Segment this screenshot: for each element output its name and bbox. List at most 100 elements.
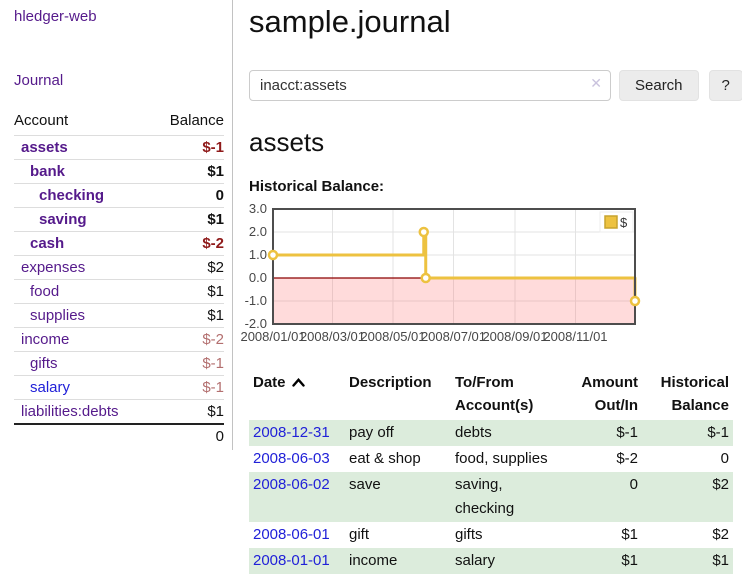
account-balance-value: $1 [152, 207, 224, 232]
x-axis-tick-label: 2008/09/01 [482, 329, 547, 344]
x-axis-tick-label: 2008/05/01 [360, 329, 425, 344]
sidebar-item-journal[interactable]: Journal [14, 72, 64, 89]
account-balance-value: $-1 [152, 375, 224, 400]
register-row: 2008-06-02 save saving, checking 0 $2 [249, 471, 733, 522]
account-balance-value: $1 [152, 399, 224, 424]
balance-column-header: Balance [169, 112, 224, 129]
account-balance-value: $2 [152, 255, 224, 280]
account-balance-value: $1 [152, 279, 224, 304]
account-balance-value: 0 [152, 183, 224, 208]
account-row: supplies $1 [14, 303, 224, 328]
transaction-balance: $2 [712, 525, 729, 543]
account-row: food $1 [14, 279, 224, 304]
account-row: assets $-1 [14, 135, 224, 160]
sort-ascending-icon [291, 377, 305, 387]
negative-region [273, 278, 635, 324]
transaction-description: gift [349, 525, 370, 543]
search-bar: ✕ Search ? [249, 70, 742, 101]
transaction-amount: $-1 [616, 423, 638, 441]
sidebar-account-link[interactable]: saving [39, 211, 87, 228]
y-axis-tick-label: -1.0 [245, 293, 267, 308]
y-axis-tick-label: 3.0 [249, 201, 267, 216]
register-row: 2008-06-03 eat & shop food, supplies $-2 0 [249, 446, 733, 472]
sidebar-account-link[interactable]: food [30, 283, 60, 300]
total-balance-value: 0 [152, 423, 224, 448]
balance-column-header-main: Historical Balance [660, 374, 729, 415]
sidebar-account-link[interactable]: salary [30, 379, 71, 396]
main-content: sample.journal ✕ Search ? assets Histori… [233, 0, 742, 574]
transaction-accounts: food, supplies [455, 449, 548, 467]
chart-title: Historical Balance: [249, 178, 385, 195]
transaction-accounts: saving, checking [455, 475, 515, 517]
balance-total-row: 0 [14, 423, 224, 448]
search-input[interactable] [249, 70, 611, 101]
register-row: 2008-06-01 gift gifts $1 $2 [249, 522, 733, 548]
y-axis-tick-label: 1.0 [249, 247, 267, 262]
transaction-description: save [349, 475, 381, 493]
account-row: cash $-2 [14, 231, 224, 256]
transaction-date-link[interactable]: 2008-12-31 [253, 423, 330, 441]
app-title-link[interactable]: hledger-web [14, 8, 97, 25]
legend-swatch [604, 215, 618, 229]
data-point-marker[interactable] [267, 249, 279, 261]
historical-balance-chart[interactable]: $3.0 2.0 1.0 0.0 -1.0 -2.0 2008/01/01 2008/03/0… [240, 201, 742, 345]
x-axis-tick-label: 2008/03/01 [300, 329, 365, 344]
transaction-amount: $1 [621, 525, 638, 543]
register-row: 2008-12-31 pay off debts $-1 $-1 [249, 419, 733, 446]
sidebar-account-link[interactable]: liabilities:debts [21, 403, 119, 420]
transaction-accounts: gifts [455, 525, 483, 543]
sidebar-account-link[interactable]: assets [21, 139, 68, 156]
transaction-description: pay off [349, 423, 394, 441]
transaction-date-link[interactable]: 2008-01-01 [253, 551, 330, 569]
account-balance-table: Account Balance assets $-1 bank $1 checking 0… [14, 109, 224, 448]
data-point-marker[interactable] [629, 295, 641, 307]
sidebar-account-link[interactable]: checking [39, 187, 105, 204]
x-axis-tick-label: 2008/07/01 [421, 329, 486, 344]
balance-table-header-row: Account Balance [14, 109, 224, 136]
data-point-marker[interactable] [420, 272, 431, 284]
account-row: saving $1 [14, 207, 224, 232]
transaction-accounts: debts [455, 423, 492, 441]
date-column-header[interactable]: Date [249, 369, 345, 420]
y-axis-tick-label: 0.0 [249, 270, 267, 285]
sidebar-account-link[interactable]: expenses [21, 259, 86, 276]
account-row: gifts $-1 [14, 351, 224, 376]
account-row: checking 0 [14, 183, 224, 208]
sidebar-account-link[interactable]: bank [30, 163, 66, 180]
transaction-date-link[interactable]: 2008-06-02 [253, 475, 330, 493]
transaction-balance: 0 [720, 449, 729, 467]
account-row: income $-2 [14, 327, 224, 352]
search-box: ✕ [249, 70, 611, 101]
x-axis-tick-label: 2008/01/01 [240, 329, 305, 344]
account-balance-value: $-1 [152, 135, 224, 160]
sidebar-account-link[interactable]: supplies [30, 307, 86, 324]
x-axis-tick-label: 2008/11/01 [543, 329, 607, 344]
transaction-balance: $2 [712, 475, 729, 493]
help-button[interactable]: ? [708, 70, 742, 101]
transaction-accounts: salary [455, 551, 496, 569]
transaction-description: income [349, 551, 398, 569]
y-axis-tick-label: -2.0 [245, 316, 267, 331]
plot-border [272, 208, 636, 325]
clear-search-icon[interactable]: ✕ [590, 75, 602, 91]
data-point-marker[interactable] [418, 226, 430, 238]
search-button[interactable]: Search [619, 70, 699, 101]
sidebar-account-link[interactable]: cash [30, 235, 65, 252]
transaction-date-link[interactable]: 2008-06-03 [253, 449, 330, 467]
sidebar-account-link[interactable]: income [21, 331, 70, 348]
account-balance-value: $1 [152, 303, 224, 328]
register-row: 2008-01-01 income salary $1 $1 [249, 547, 733, 574]
y-axis-tick-label: 2.0 [249, 224, 267, 239]
account-row: liabilities:debts $1 [14, 399, 224, 424]
account-row: expenses $2 [14, 255, 224, 280]
sidebar: hledger-web Journal Account Balance asse… [0, 0, 233, 450]
transaction-date-link[interactable]: 2008-06-01 [253, 525, 330, 543]
transaction-balance: $1 [712, 551, 729, 569]
page-title: sample.journal [249, 4, 451, 39]
sidebar-account-link[interactable]: gifts [30, 355, 58, 372]
account-column-header: Account [14, 112, 69, 129]
accounts-column-header: To/From Account(s) [455, 374, 534, 415]
account-row: salary $-1 [14, 375, 224, 400]
transaction-balance: $-1 [707, 423, 729, 441]
